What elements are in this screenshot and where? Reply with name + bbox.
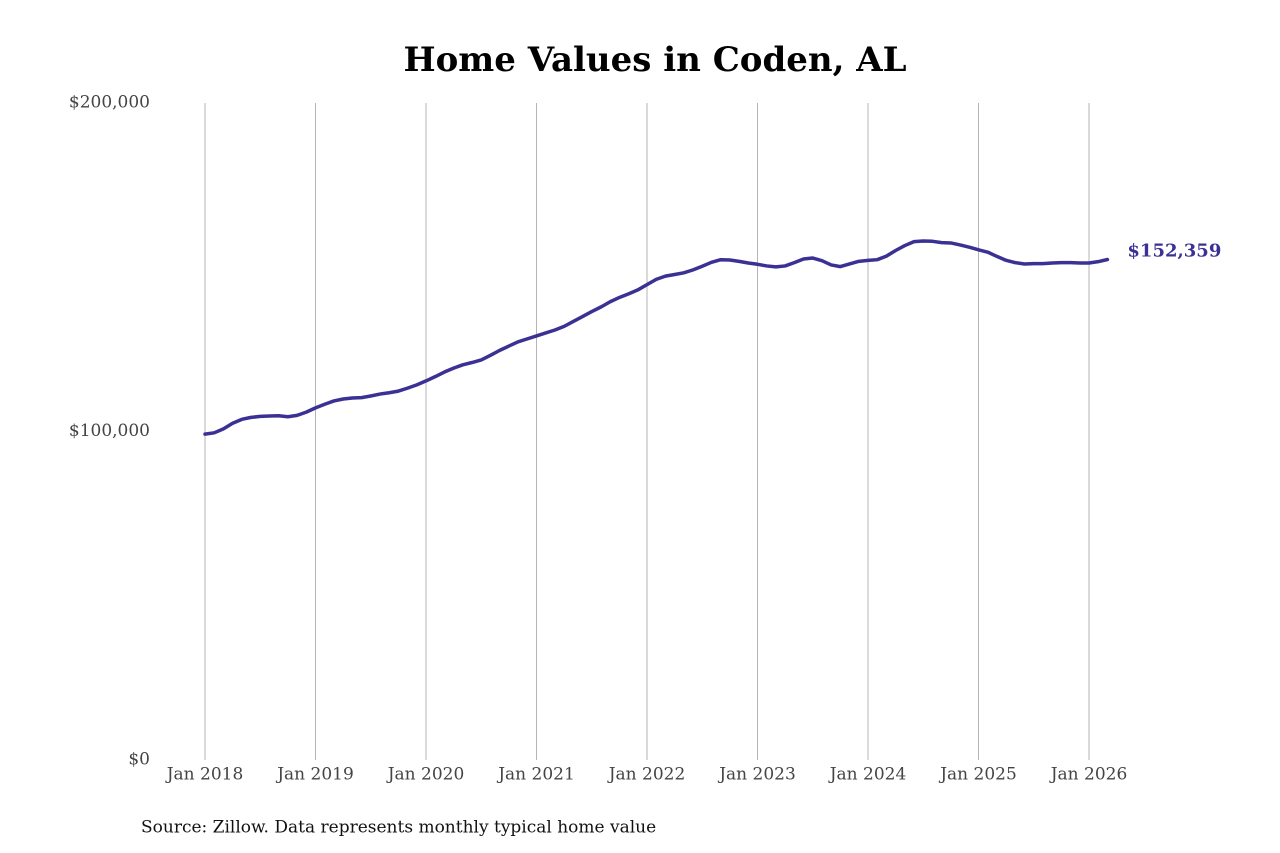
y-tick-label: $200,000 bbox=[69, 93, 150, 113]
chart-title: Home Values in Coden, AL bbox=[403, 40, 906, 80]
x-tick-label: Jan 2026 bbox=[1049, 765, 1128, 785]
x-tick-label: Jan 2023 bbox=[717, 765, 796, 785]
x-tick-label: Jan 2025 bbox=[938, 765, 1017, 785]
x-tick-label: Jan 2024 bbox=[828, 765, 907, 785]
x-tick-label: Jan 2021 bbox=[496, 765, 575, 785]
x-tick-label: Jan 2018 bbox=[165, 765, 244, 785]
x-tick-label: Jan 2020 bbox=[386, 765, 465, 785]
line bbox=[203, 239, 1110, 436]
source-note: Source: Zillow. Data represents monthly … bbox=[141, 818, 656, 838]
value-label: $152,359 bbox=[1127, 241, 1221, 262]
x-tick-label: Jan 2022 bbox=[607, 765, 686, 785]
y-tick-label: $100,000 bbox=[69, 421, 150, 441]
x-tick-label: Jan 2019 bbox=[275, 765, 354, 785]
y-tick-label: $0 bbox=[128, 750, 150, 770]
